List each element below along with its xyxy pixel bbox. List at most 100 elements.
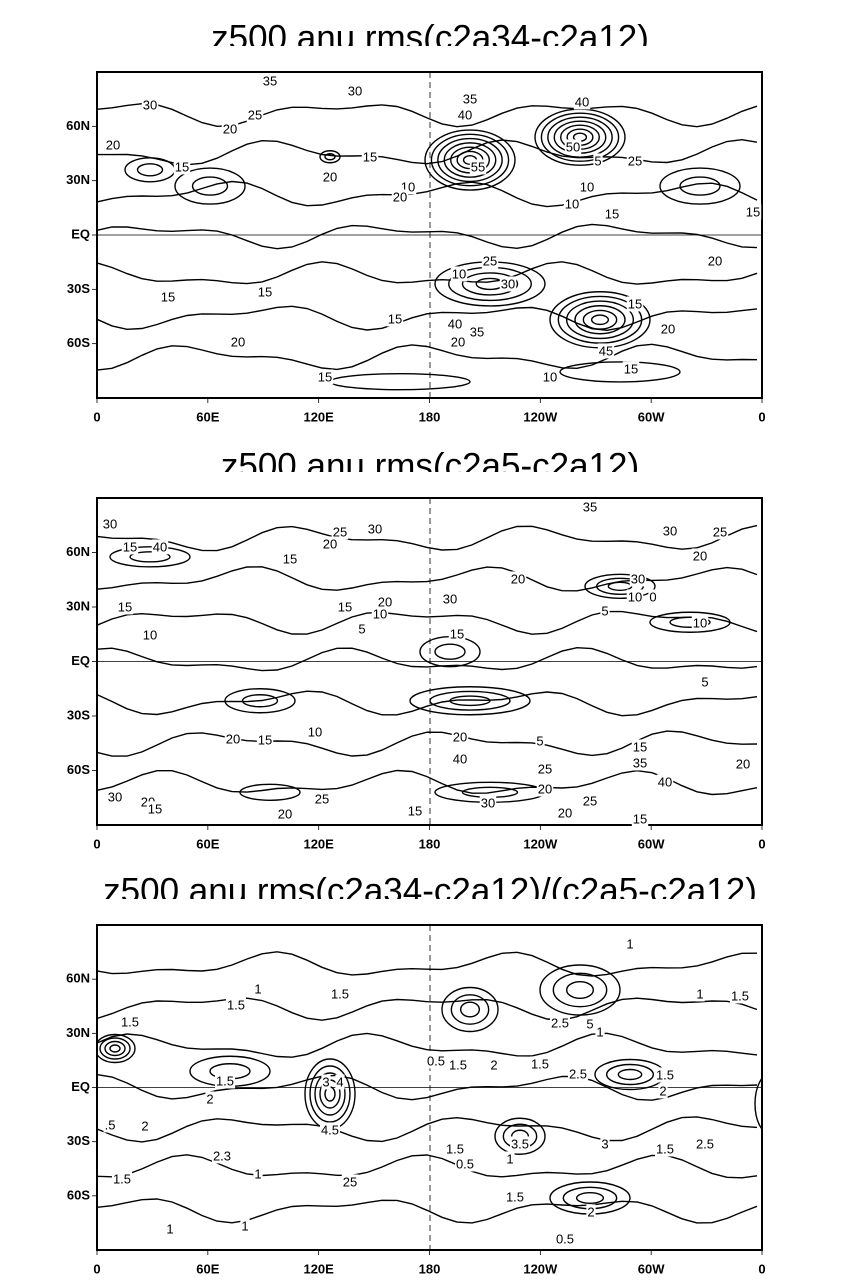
contour-line [430, 691, 510, 710]
contour-label: 15 [123, 539, 137, 554]
contour-label: 10 [373, 606, 387, 621]
contour-label: 20 [558, 805, 572, 820]
contour-line [97, 306, 757, 330]
contour-line [560, 362, 680, 382]
contour-line [583, 310, 616, 329]
contour-label: 55 [471, 159, 485, 174]
contour-label: 20 [453, 729, 467, 744]
contour-line [607, 1065, 654, 1085]
contour-label: 1.5 [331, 986, 349, 1001]
contour-label: 30 [108, 789, 122, 804]
contour-label: 15 [148, 801, 162, 816]
contour-label: 35 [263, 73, 277, 88]
x-tick-label: 120W [523, 409, 558, 424]
contour-label: 1.5 [449, 1057, 467, 1072]
contour-label: 20 [736, 756, 750, 771]
contour-line [97, 998, 757, 1020]
contour-label: 40 [153, 539, 167, 554]
x-tick-label: 120E [303, 836, 334, 851]
contour-label: 1.5 [731, 988, 749, 1003]
contour-label: 10 [565, 196, 579, 211]
contour-label: 30 [443, 591, 457, 606]
contour-label: 20 [393, 189, 407, 204]
x-tick-label: 60E [196, 409, 219, 424]
mask [762, 46, 857, 424]
contour-label: 5 [701, 674, 708, 689]
y-tick-label: 60S [67, 1187, 90, 1202]
contour-label: 15 [633, 811, 647, 826]
mask [97, 46, 762, 72]
mask [97, 472, 762, 498]
contour-label: 0 [649, 589, 656, 604]
contour-label: 2.5 [551, 1015, 569, 1030]
contour-label: 5 [601, 603, 608, 618]
contour-label: 2 [490, 1057, 497, 1072]
x-tick-label: 180 [419, 836, 441, 851]
contour-label: 15 [605, 206, 619, 221]
contour-line [97, 104, 757, 127]
contour-label: 15 [450, 626, 464, 641]
contour-label: 20 [511, 571, 525, 586]
contour-label: 1 [696, 986, 703, 1001]
contour-label: 40 [453, 751, 467, 766]
contour-label: 4.5 [321, 1122, 339, 1137]
contour-line [97, 648, 757, 671]
contour-label: 1 [596, 1024, 603, 1039]
contour-label: 1.5 [216, 1073, 234, 1088]
contour-label: 2 [587, 1204, 594, 1219]
x-tick-label: 120W [523, 836, 558, 851]
x-tick-label: 60W [638, 409, 665, 424]
contour-label: 25 [248, 107, 262, 122]
x-tick-label: 60E [196, 1261, 219, 1276]
contour-label: 30 [348, 83, 362, 98]
contour-label: 3 [601, 1136, 608, 1151]
contour-label: 20 [323, 169, 337, 184]
contour-label: 10 [543, 369, 557, 384]
contour-label: 1.5 [227, 997, 245, 1012]
contour-label: 10 [580, 179, 594, 194]
x-tick-label: 180 [419, 1261, 441, 1276]
x-tick-label: 60W [638, 1261, 665, 1276]
contour-line [577, 1193, 604, 1204]
contour-label: 25 [713, 524, 727, 539]
contour-label: 45 [599, 343, 613, 358]
x-tick-label: 0 [758, 836, 765, 851]
contour-line [442, 988, 498, 1032]
contour-label: 20 [451, 334, 465, 349]
contour-line [97, 262, 757, 284]
contour-label: 1.5 [121, 1014, 139, 1029]
contour-label: 1 [626, 936, 633, 951]
y-tick-label: 60N [66, 544, 90, 559]
contour-label: 20 [323, 536, 337, 551]
contour-label: 20 [708, 253, 722, 268]
contour-label: 30 [368, 521, 382, 536]
contour-label: 0.5 [456, 1156, 474, 1171]
contour-label: 35 [463, 91, 477, 106]
contour-label: 1.5 [656, 1067, 674, 1082]
contour-label: 25 [343, 1174, 357, 1189]
contour-label: 20 [278, 806, 292, 821]
x-tick-label: 0 [758, 1261, 765, 1276]
contour-label: 2.3 [213, 1148, 231, 1163]
contour-label: 15 [633, 739, 647, 754]
contour-label: 1.5 [531, 1056, 549, 1071]
contour-label: 10 [628, 589, 642, 604]
y-tick-label: 30S [67, 281, 90, 296]
contour-label: 1.5 [506, 1189, 524, 1204]
x-tick-label: 60E [196, 836, 219, 851]
contour-label: 3.5 [511, 1136, 529, 1151]
contour-label: 40 [575, 94, 589, 109]
contour-line [97, 526, 757, 551]
contour-label: 25 [538, 761, 552, 776]
contour-label: 20 [538, 781, 552, 796]
contour-label: 2 [206, 1091, 213, 1106]
x-tick-label: 0 [93, 409, 100, 424]
contour-label: 50 [566, 139, 580, 154]
contour-label: 10 [308, 724, 322, 739]
contour-label: 30 [663, 523, 677, 538]
contour-line [305, 1059, 355, 1129]
contour-line [310, 1066, 350, 1122]
contour-label: 1 [254, 981, 261, 996]
contour-line [105, 1042, 125, 1056]
contour-line [97, 691, 757, 716]
